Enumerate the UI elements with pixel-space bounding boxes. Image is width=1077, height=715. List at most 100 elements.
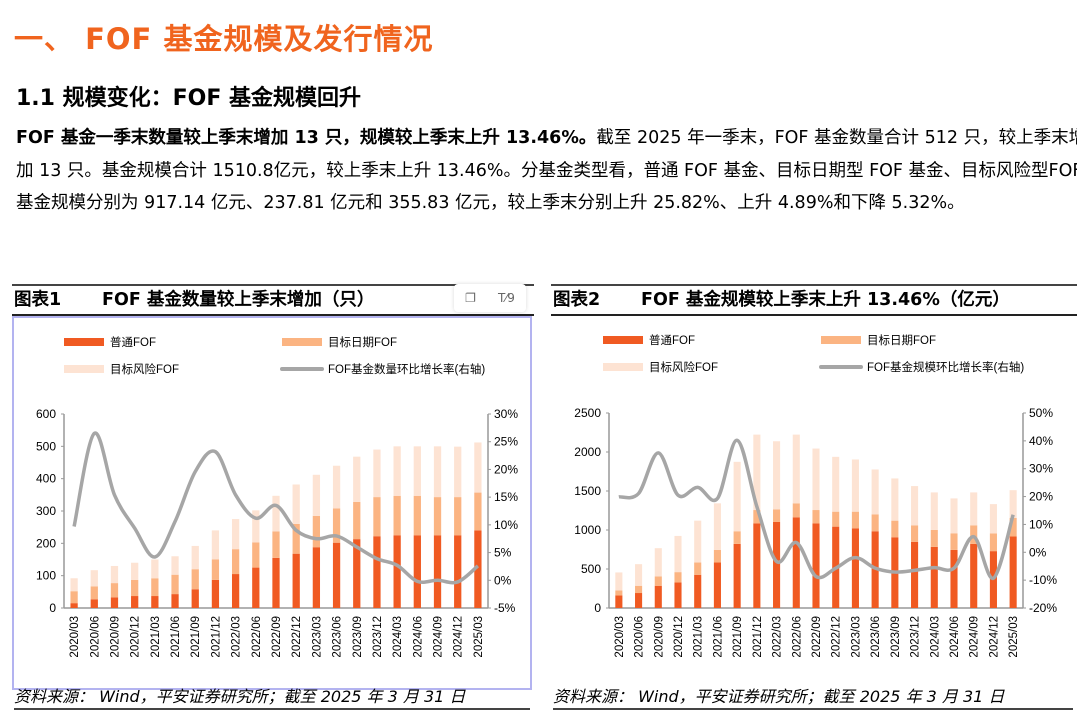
bar-segment	[171, 594, 179, 608]
x-tick-label: 2021/03	[693, 616, 705, 658]
bar-segment	[90, 599, 98, 608]
x-tick-label: 2022/06	[791, 616, 803, 658]
bar-segment	[211, 559, 220, 580]
bar-segment	[773, 521, 781, 608]
bar-segment	[713, 503, 721, 550]
bar-segment	[654, 548, 662, 577]
text-format-icon[interactable]: T⁄9	[497, 291, 515, 305]
bar-segment	[713, 549, 721, 563]
legend-label: 普通FOF	[110, 335, 156, 349]
legend-swatch	[821, 336, 861, 344]
y-tick-label: 500	[581, 562, 601, 576]
y-tick-label: 1000	[574, 523, 601, 537]
y2-tick-label: 0%	[1029, 545, 1047, 559]
bar-segment	[694, 574, 702, 608]
figure-1-number: 图表1	[14, 290, 62, 310]
x-tick-label: 2024/03	[392, 616, 404, 658]
bar-segment	[635, 564, 643, 586]
x-tick-label: 2023/12	[910, 616, 922, 658]
legend-swatch	[64, 338, 104, 346]
x-tick-label: 2022/12	[831, 616, 843, 658]
x-tick-label: 2024/12	[988, 616, 1000, 658]
x-tick-label: 2025/03	[1008, 616, 1020, 658]
bar-segment	[292, 484, 300, 524]
bar-segment	[353, 456, 361, 502]
bar-segment	[851, 511, 859, 529]
bar-segment	[231, 519, 240, 550]
chart-1-container: 普通FOF 目标日期FOF 目标风险FOF FOF基金数量环比增长率(右轴) 0 100 2…	[12, 316, 532, 690]
bar-segment	[151, 559, 159, 579]
y-tick-label: 2000	[574, 445, 601, 459]
growth-rate-line	[72, 431, 480, 585]
x-tick-label: 2020/06	[634, 616, 646, 658]
x-tick-label: 2023/09	[352, 616, 364, 658]
bar-segment	[252, 510, 260, 543]
x-tick-label: 2023/03	[311, 616, 323, 658]
y2-tick-label: 40%	[1029, 434, 1053, 448]
bar-segment	[753, 510, 761, 524]
x-tick-label: 2022/09	[271, 616, 283, 658]
y-tick-label: 0	[49, 601, 56, 615]
bar-segment	[792, 517, 800, 608]
legend-label: FOF基金数量环比增长率(右轴)	[328, 362, 485, 376]
y2-tick-label: 50%	[1029, 406, 1053, 420]
x-tick-label: 2023/06	[332, 616, 344, 658]
x-tick-label: 2020/09	[653, 616, 665, 658]
y2-tick-label: -20%	[1029, 601, 1057, 615]
legend-label: 目标风险FOF	[110, 362, 179, 376]
chart-2-container: 普通FOF 目标日期FOF 目标风险FOF FOF基金规模环比增长率(右轴) 0 500 1…	[551, 316, 1077, 686]
bar-segment	[733, 531, 741, 544]
bar-segment	[110, 597, 119, 608]
bar-segment	[454, 535, 462, 608]
bar-segment	[930, 492, 938, 530]
bar-segment	[674, 582, 682, 608]
bar-segment	[950, 533, 958, 550]
bar-segment	[930, 546, 938, 608]
x-tick-label: 2021/03	[150, 616, 162, 658]
x-tick-label: 2024/03	[929, 616, 941, 658]
x-tick-label: 2023/06	[870, 616, 882, 658]
legend-label: 目标日期FOF	[867, 334, 936, 347]
summary-paragraph: FOF 基金一季末数量较上季末增加 13 只，规模较上季末上升 13.46%。截…	[16, 122, 1077, 220]
bar-segment	[474, 530, 482, 608]
bar-segment	[753, 434, 761, 511]
x-tick-label: 2020/09	[109, 616, 121, 658]
bar-segment	[332, 465, 341, 509]
x-tick-label: 2024/09	[433, 616, 445, 658]
bar-segment	[871, 469, 879, 515]
y-tick-label: 300	[36, 504, 56, 518]
bar-segment	[733, 461, 741, 532]
x-tick-label: 2025/03	[473, 616, 485, 658]
x-tick-label: 2020/06	[89, 616, 101, 658]
bar-segment	[413, 446, 421, 496]
bar-segment	[615, 590, 623, 596]
bar-segment	[231, 549, 240, 575]
bar-segment	[131, 562, 139, 580]
x-tick-label: 2022/09	[811, 616, 823, 658]
copy-icon[interactable]: ❐	[465, 291, 476, 305]
x-tick-label: 2020/03	[69, 616, 81, 658]
bar-segment	[1009, 517, 1017, 537]
bar-segment	[773, 509, 781, 522]
bar-segment	[292, 553, 300, 608]
legend-label: 普通FOF	[649, 333, 695, 347]
bar-segment	[272, 495, 280, 532]
y-tick-label: 100	[36, 569, 56, 583]
bar-segment	[312, 474, 321, 516]
y2-tick-label: 20%	[1029, 490, 1053, 504]
bar-segment	[970, 543, 978, 608]
bar-segment	[191, 569, 199, 590]
x-tick-label: 2023/09	[890, 616, 902, 658]
bar-segment	[373, 497, 381, 537]
y2-tick-label: 10%	[494, 518, 518, 532]
bar-segment	[911, 525, 919, 542]
figure-2-source: 资料来源： Wind，平安证券研究所；截至 2025 年 3 月 31 日	[553, 686, 1073, 710]
bar-segment	[433, 446, 442, 498]
bar-segment	[70, 578, 78, 592]
bar-segment	[615, 595, 623, 608]
x-tick-label: 2021/12	[210, 616, 222, 658]
figure-2-title: 图表2 FOF 基金规模较上季末上升 13.46%（亿元）	[551, 284, 1077, 316]
bar-segment	[231, 574, 240, 608]
legend-label: 目标风险FOF	[649, 360, 718, 374]
x-tick-label: 2022/03	[231, 616, 243, 658]
